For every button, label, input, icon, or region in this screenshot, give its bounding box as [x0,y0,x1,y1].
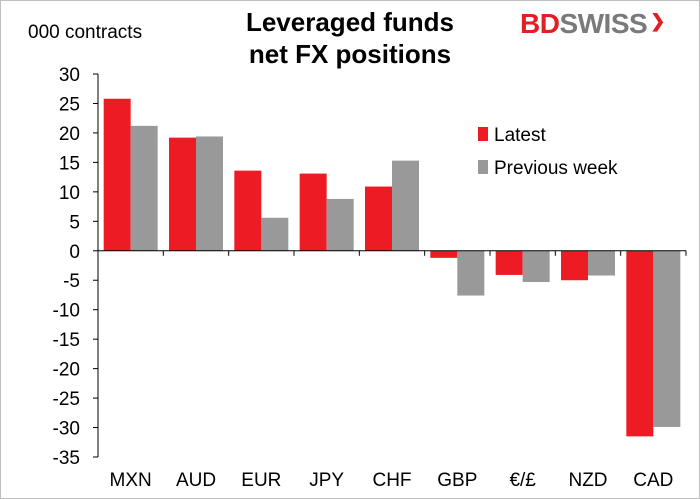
y-tick-label-4: 10 [59,183,80,204]
brand-logo: BDSWISS ❯ [520,8,665,40]
bar-previous-week-6 [522,250,550,282]
chart-title-line1: Leveraged funds [245,7,455,37]
legend-label-0: Latest [494,125,546,146]
chart-title-line2: net FX positions [248,39,452,69]
bar-latest-4 [365,186,392,251]
y-tick-label-6: 0 [69,242,80,263]
y-tick-label-11: -25 [53,389,80,410]
bar-latest-2 [234,170,262,251]
bar-previous-week-2 [261,217,289,251]
x-tick-label-4: CHF [372,470,411,491]
x-tick-label-3: JPY [309,470,344,491]
y-tick-label-7: -5 [63,271,80,292]
bar-previous-week-7 [588,250,615,276]
legend-swatch-1 [478,160,488,174]
chart-title: Leveraged funds net FX positions [0,6,700,70]
x-tick-label-5: GBP [437,470,477,491]
brand-logo-bd: BD [520,8,560,39]
bar-latest-6 [495,250,523,275]
bar-previous-week-5 [457,250,485,296]
brand-chevron-icon: ❯ [650,11,665,31]
y-tick-label-13: -35 [53,448,80,469]
x-tick-label-7: NZD [568,470,607,491]
bar-previous-week-3 [326,198,354,251]
bar-latest-0 [103,98,131,251]
bar-previous-week-0 [130,125,158,251]
bar-latest-8 [626,250,654,437]
bar-previous-week-1 [196,136,223,251]
y-tick-label-5: 5 [69,212,80,233]
y-tick-label-8: -10 [53,301,80,322]
y-tick-label-1: 25 [59,94,80,115]
legend-label-1: Previous week [494,158,618,179]
y-tick-label-3: 15 [59,153,80,174]
y-axis-label: 000 contracts [28,22,143,43]
bar-latest-1 [169,137,196,251]
x-tick-label-8: CAD [633,470,673,491]
bar-latest-5 [430,250,458,258]
y-tick-label-12: -30 [53,419,80,440]
x-tick-label-2: EUR [241,470,281,491]
y-tick-label-0: 30 [59,65,80,86]
bar-latest-7 [561,250,588,281]
bar-previous-week-8 [653,250,681,427]
x-tick-label-6: €/£ [509,470,536,491]
bar-latest-3 [299,173,327,251]
y-tick-label-2: 20 [59,124,80,145]
x-tick-label-0: MXN [110,470,152,491]
y-tick-label-9: -15 [53,330,80,351]
brand-logo-swiss: SWISS [559,8,648,39]
x-tick-label-1: AUD [176,470,216,491]
bar-previous-week-4 [392,160,419,251]
legend-swatch-0 [478,127,488,141]
y-tick-label-10: -20 [53,360,80,381]
